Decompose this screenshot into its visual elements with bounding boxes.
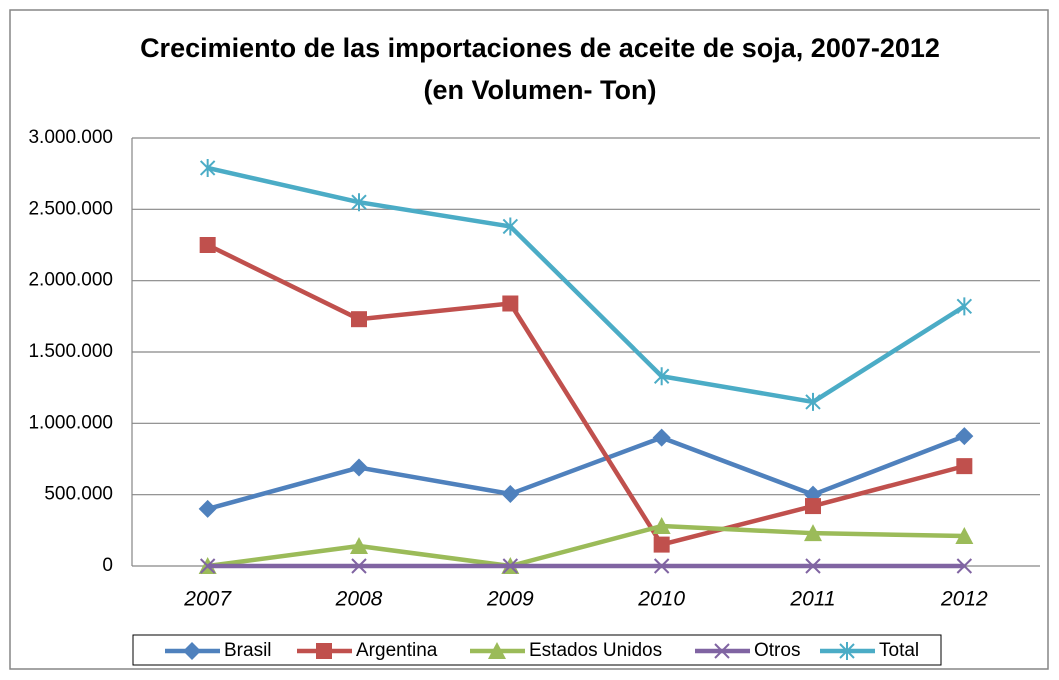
marker-shape <box>198 499 217 518</box>
marker-shape <box>805 498 821 515</box>
marker <box>804 524 822 542</box>
y-tick-label: 500.000 <box>44 484 113 505</box>
chart-border <box>9 9 1049 670</box>
chart-subtitle: (en Volumen- Ton) <box>424 75 657 105</box>
marker-shape <box>805 558 821 574</box>
marker-shape <box>956 458 973 475</box>
marker-shape <box>653 558 670 574</box>
series-line <box>207 523 965 569</box>
x-tick-label: 2007 <box>183 588 232 611</box>
legend-label: Brasil <box>224 640 272 661</box>
marker-shape <box>502 217 519 236</box>
marker <box>652 517 671 535</box>
legend-label: Argentina <box>356 640 438 661</box>
legend-box <box>132 634 942 666</box>
marker-shape <box>804 524 822 542</box>
marker-shape <box>652 517 671 535</box>
marker-shape <box>316 643 332 659</box>
x-tick-label: 2008 <box>335 588 383 611</box>
marker-shape <box>350 458 368 477</box>
marker <box>199 558 216 574</box>
marker-shape <box>488 642 506 659</box>
marker-shape <box>956 558 973 574</box>
marker-shape <box>955 527 974 545</box>
marker <box>351 193 367 212</box>
marker <box>955 527 974 545</box>
marker-shape <box>183 642 201 660</box>
marker <box>351 311 367 328</box>
legend-label: Otros <box>754 640 800 661</box>
marker <box>714 643 730 659</box>
marker <box>198 499 217 518</box>
marker <box>502 217 519 236</box>
marker-shape <box>839 642 855 660</box>
marker <box>502 295 519 312</box>
marker <box>183 642 201 660</box>
marker <box>653 536 670 553</box>
marker <box>488 642 506 659</box>
marker <box>956 558 973 574</box>
y-tick-label: 0 <box>102 555 113 576</box>
series-line <box>206 242 965 547</box>
marker <box>653 558 670 574</box>
marker <box>502 558 519 574</box>
marker-shape <box>652 428 671 447</box>
marker-shape <box>350 537 368 555</box>
x-tick-label: 2010 <box>637 588 685 611</box>
chart-title: Crecimiento de las importaciones de acei… <box>140 33 940 63</box>
marker <box>955 427 974 446</box>
marker-shape <box>501 484 520 503</box>
marker-shape <box>805 392 821 411</box>
marker-shape <box>956 297 973 316</box>
marker-shape <box>199 558 216 574</box>
marker <box>501 484 520 503</box>
marker <box>350 458 368 477</box>
marker <box>316 643 332 659</box>
marker <box>956 297 973 316</box>
marker-shape <box>714 643 730 659</box>
marker-shape <box>955 427 974 446</box>
marker <box>351 558 367 574</box>
marker-shape <box>502 558 519 574</box>
marker-shape <box>351 193 367 212</box>
marker <box>839 642 855 660</box>
y-tick-label: 1.000.000 <box>28 412 113 433</box>
y-tick-label: 2.000.000 <box>28 270 113 291</box>
series-line <box>207 165 966 405</box>
y-tick-label: 1.500.000 <box>28 341 113 362</box>
y-tick-label: 2.500.000 <box>28 198 113 219</box>
marker-shape <box>502 295 519 312</box>
legend-label: Total <box>879 640 919 661</box>
marker <box>350 537 368 555</box>
marker-shape <box>199 158 216 177</box>
y-tick-label: 3.000.000 <box>28 127 113 148</box>
marker <box>199 237 216 253</box>
marker <box>805 558 821 574</box>
marker <box>956 458 973 475</box>
marker-shape <box>653 367 670 386</box>
marker-shape <box>653 536 670 553</box>
series-line <box>207 434 966 512</box>
x-tick-label: 2012 <box>940 588 988 611</box>
x-tick-label: 2011 <box>789 588 835 611</box>
legend-label: Estados Unidos <box>529 640 662 661</box>
marker <box>805 392 821 411</box>
marker <box>805 498 821 515</box>
marker-shape <box>199 237 216 253</box>
marker <box>652 428 671 447</box>
marker-shape <box>351 311 367 328</box>
marker-shape <box>351 558 367 574</box>
x-tick-label: 2009 <box>486 588 534 611</box>
marker <box>653 367 670 386</box>
marker <box>199 158 216 177</box>
